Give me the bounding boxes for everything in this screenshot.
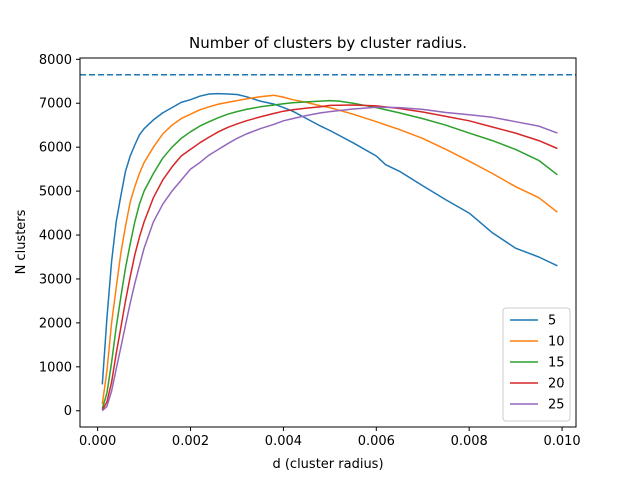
y-tick-label: 0 — [64, 404, 72, 419]
legend-label: 15 — [548, 356, 565, 371]
x-tick-label: 0.004 — [265, 434, 302, 449]
legend-label: 25 — [548, 398, 565, 413]
y-tick-label: 3000 — [39, 272, 72, 287]
x-tick-label: 0.008 — [451, 434, 488, 449]
legend-label: 10 — [548, 335, 565, 350]
axes-frame — [79, 57, 577, 428]
y-tick-label: 1000 — [39, 360, 72, 375]
y-tick-label: 6000 — [39, 141, 72, 156]
y-tick-label: 5000 — [39, 185, 72, 200]
y-axis: 0 1000 2000 3000 4000 5000 6000 7000 8000 — [39, 53, 80, 419]
series-line-5 — [101, 92, 558, 385]
series-line-10 — [101, 94, 558, 405]
y-tick-label: 4000 — [39, 229, 72, 244]
y-tick-label: 2000 — [39, 316, 72, 331]
legend: 5 10 15 20 25 — [502, 307, 571, 422]
series-line-25 — [101, 106, 558, 412]
x-tick-label: 0.000 — [79, 434, 116, 449]
legend-label: 5 — [548, 314, 556, 329]
series-line-15 — [101, 99, 558, 409]
legend-box — [502, 307, 571, 422]
x-tick-label: 0.002 — [172, 434, 209, 449]
legend-label: 20 — [548, 377, 565, 392]
y-axis-label: N clusters — [14, 209, 29, 274]
chart-title: Number of clusters by cluster radius. — [189, 34, 467, 52]
series-layer — [101, 92, 558, 412]
x-tick-label: 0.006 — [358, 434, 395, 449]
series-line-20 — [101, 104, 558, 411]
x-axis: 0.000 0.002 0.004 0.006 0.008 0.010 — [79, 427, 581, 449]
x-axis-label: d (cluster radius) — [272, 457, 383, 472]
x-tick-label: 0.010 — [543, 434, 580, 449]
y-tick-label: 7000 — [39, 97, 72, 112]
y-tick-label: 8000 — [39, 53, 72, 68]
